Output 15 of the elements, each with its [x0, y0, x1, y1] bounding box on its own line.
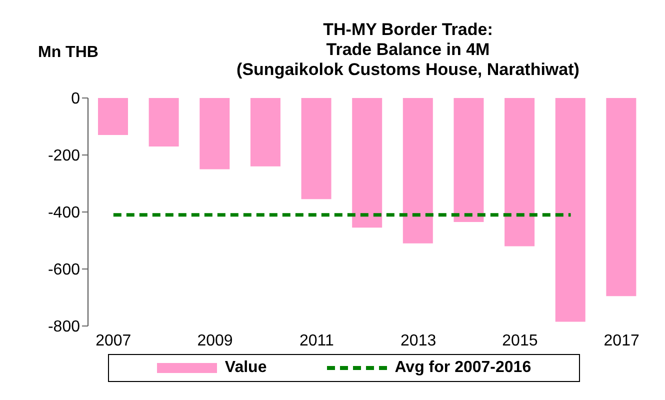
- x-tick-label: 2017: [604, 332, 640, 350]
- y-tick-label: 0: [71, 90, 80, 108]
- chart-title: TH-MY Border Trade: Trade Balance in 4M (Sungaikolok Customs House, Narathiwat): [236, 20, 580, 80]
- x-tick-label: 2013: [400, 332, 436, 350]
- x-tick-label: 2007: [96, 332, 132, 350]
- y-tick-label: -200: [48, 148, 80, 165]
- y-tick-label: -600: [48, 262, 80, 279]
- x-tick-label: 2015: [502, 332, 538, 350]
- y-tick-label: -800: [48, 318, 80, 336]
- x-tick-label: 2011: [299, 332, 334, 350]
- x-tick-label: 2009: [197, 332, 233, 350]
- y-tick-label: -400: [48, 204, 80, 222]
- y-axis-title: Mn THB: [38, 44, 98, 62]
- legend-label: Avg for 2007-2016: [394, 359, 532, 377]
- legend-label: Value: [224, 359, 267, 377]
